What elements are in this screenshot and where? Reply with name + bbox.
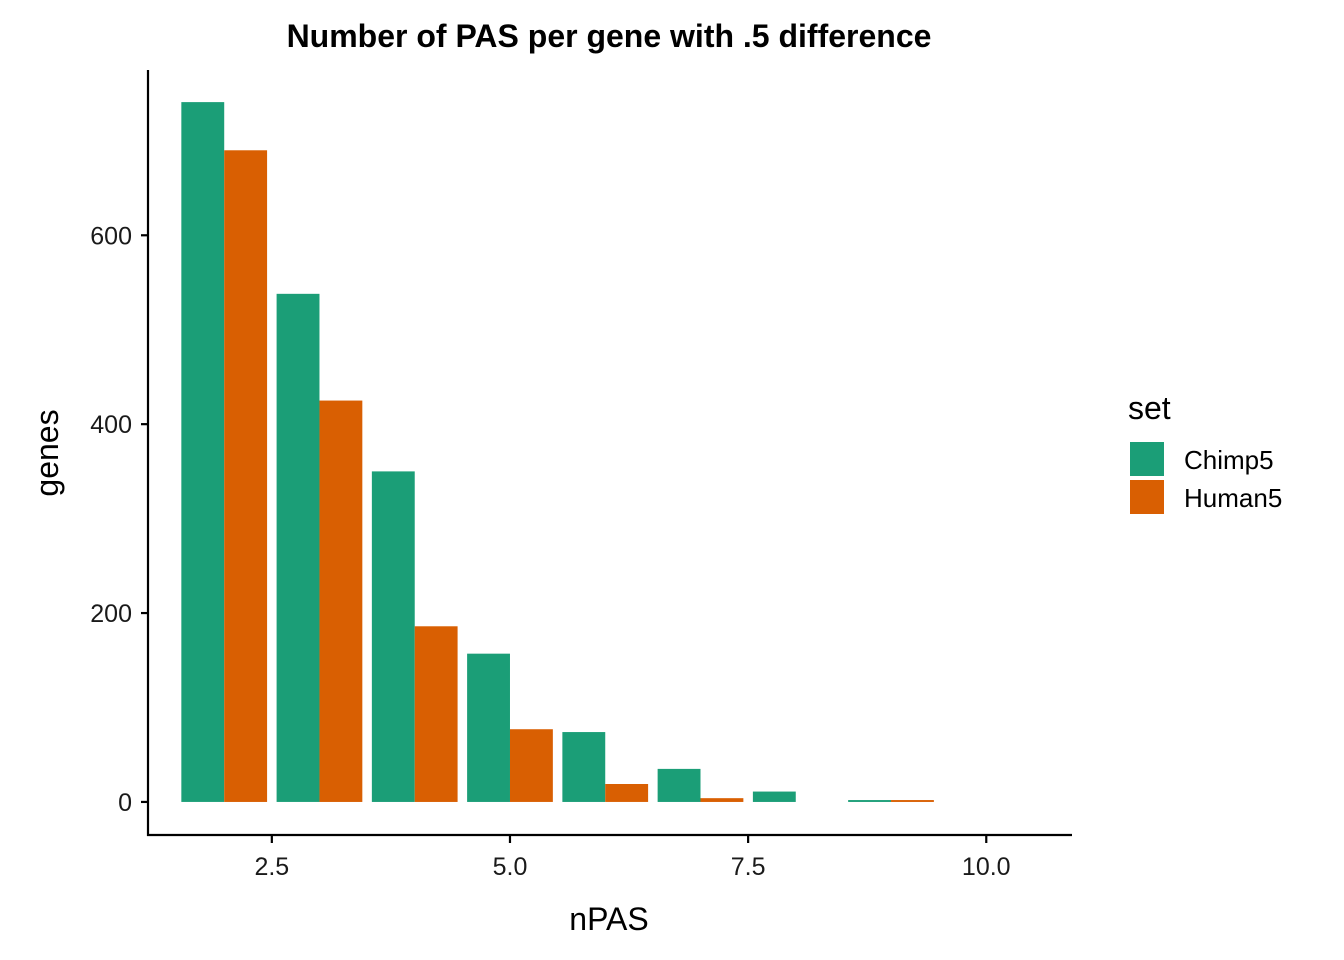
x-tick-label: 10.0	[962, 853, 1011, 881]
bar-human5-npas-6	[605, 784, 649, 802]
y-tick-label: 0	[118, 789, 132, 817]
legend-swatch-chimp5	[1130, 442, 1164, 476]
legend-items: Chimp5 Human5	[1130, 442, 1282, 514]
bar-human5-npas-3	[319, 400, 363, 802]
bar-chimp5-npas-5	[467, 653, 510, 802]
legend-label-human5: Human5	[1184, 483, 1282, 513]
bar-chimp5-npas-7	[657, 768, 701, 802]
x-axis-title: nPAS	[569, 901, 648, 937]
bar-chimp5-npas-8	[752, 791, 796, 802]
legend-title: set	[1128, 390, 1171, 426]
bars	[181, 102, 934, 802]
bar-human5-npas-9	[891, 800, 934, 802]
bar-human5-npas-7	[700, 798, 744, 802]
bar-chimp5-npas-4	[371, 471, 415, 802]
bar-human5-npas-2	[224, 150, 268, 802]
bar-chimp5-npas-2	[181, 102, 225, 802]
y-ticks: 0 200 400 600	[90, 222, 148, 817]
x-tick-label: 2.5	[254, 853, 289, 881]
y-tick-label: 400	[90, 411, 132, 439]
x-ticks: 2.5 5.0 7.5 10.0	[254, 835, 1011, 881]
bar-human5-npas-5	[509, 729, 553, 802]
y-tick-label: 600	[90, 222, 132, 250]
y-axis-title: genes	[29, 409, 65, 496]
bar-human5-npas-4	[414, 626, 458, 802]
bar-chimp5-npas-9	[848, 800, 892, 802]
bar-chimp5-npas-3	[276, 293, 320, 802]
chart-title: Number of PAS per gene with .5 differenc…	[287, 18, 932, 54]
x-tick-label: 7.5	[731, 853, 766, 881]
legend-label-chimp5: Chimp5	[1184, 445, 1274, 475]
x-tick-label: 5.0	[493, 853, 528, 881]
legend: set Chimp5 Human5	[1128, 390, 1282, 514]
legend-swatch-human5	[1130, 480, 1164, 514]
y-tick-label: 200	[90, 600, 132, 628]
bar-chimp5-npas-6	[562, 732, 606, 802]
